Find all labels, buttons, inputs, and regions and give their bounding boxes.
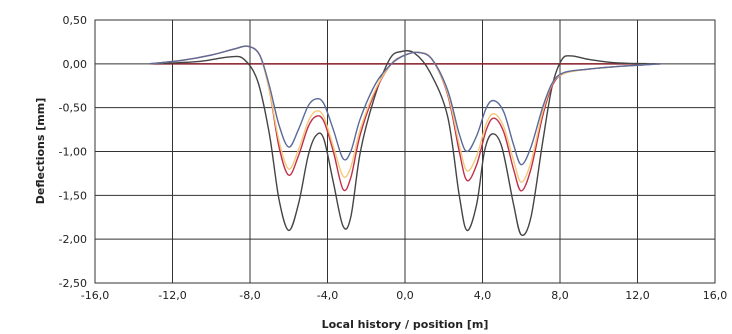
chart-series: [149, 45, 661, 236]
x-tick-label: -4,0: [317, 289, 338, 302]
x-tick-labels: -16,0 -12,0 -8,0 -4,0 0,0 4,0 8,0 12,0 16,0: [81, 289, 727, 302]
y-tick-label: 0,50: [63, 14, 88, 27]
x-tick-label: 4,0: [474, 289, 492, 302]
y-axis-title: Deflections [mm]: [34, 98, 47, 205]
y-tick-label: -0,50: [59, 102, 87, 115]
x-tick-label: 12,0: [625, 289, 650, 302]
x-tick-label: -16,0: [81, 289, 109, 302]
series-line: [149, 45, 661, 166]
y-tick-label: -1,00: [59, 146, 87, 159]
series-line: [149, 50, 661, 236]
x-tick-label: 8,0: [551, 289, 569, 302]
y-tick-label: 0,00: [63, 58, 88, 71]
x-tick-label: 16,0: [703, 289, 728, 302]
y-tick-label: -2,50: [59, 277, 87, 290]
x-tick-label: -8,0: [239, 289, 260, 302]
y-tick-labels: 0,50 0,00 -0,50 -1,00 -1,50 -2,00 -2,50: [59, 14, 87, 290]
x-tick-label: 0,0: [396, 289, 414, 302]
plot-frame: [94, 19, 716, 284]
x-axis-title: Local history / position [m]: [322, 318, 489, 331]
y-tick-label: -2,00: [59, 233, 87, 246]
y-tick-label: -1,50: [59, 189, 87, 202]
x-tick-label: -12,0: [158, 289, 186, 302]
